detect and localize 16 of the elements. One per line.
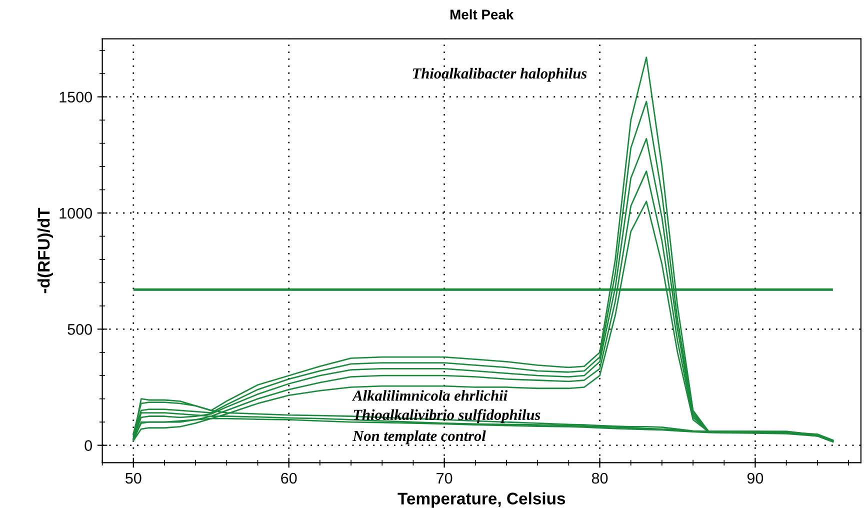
annotation: Non template control bbox=[352, 430, 486, 444]
x-tick-label: 90 bbox=[747, 472, 764, 484]
x-tick-label: 80 bbox=[592, 472, 608, 484]
annotation: Alkalilimnicola ehrlichii bbox=[352, 390, 508, 401]
x-axis-title: Temperature, Celsius bbox=[398, 492, 566, 508]
chart-title: Melt Peak bbox=[450, 9, 514, 20]
x-tick-label: 60 bbox=[281, 472, 297, 484]
y-tick-label: 500 bbox=[68, 324, 92, 335]
y-axis-title: -d(RFU)/dT bbox=[38, 208, 54, 294]
y-tick-label: 1000 bbox=[60, 208, 92, 219]
y-tick-label: 1500 bbox=[60, 92, 92, 103]
annotation: Thioalkalivibrio sulfidophilus bbox=[354, 409, 540, 424]
x-tick-label: 70 bbox=[436, 472, 452, 484]
annotation: Thioalkalibacter halophilus bbox=[412, 68, 587, 82]
x-tick-label: 50 bbox=[126, 472, 142, 484]
y-tick-label: 0 bbox=[84, 440, 92, 451]
